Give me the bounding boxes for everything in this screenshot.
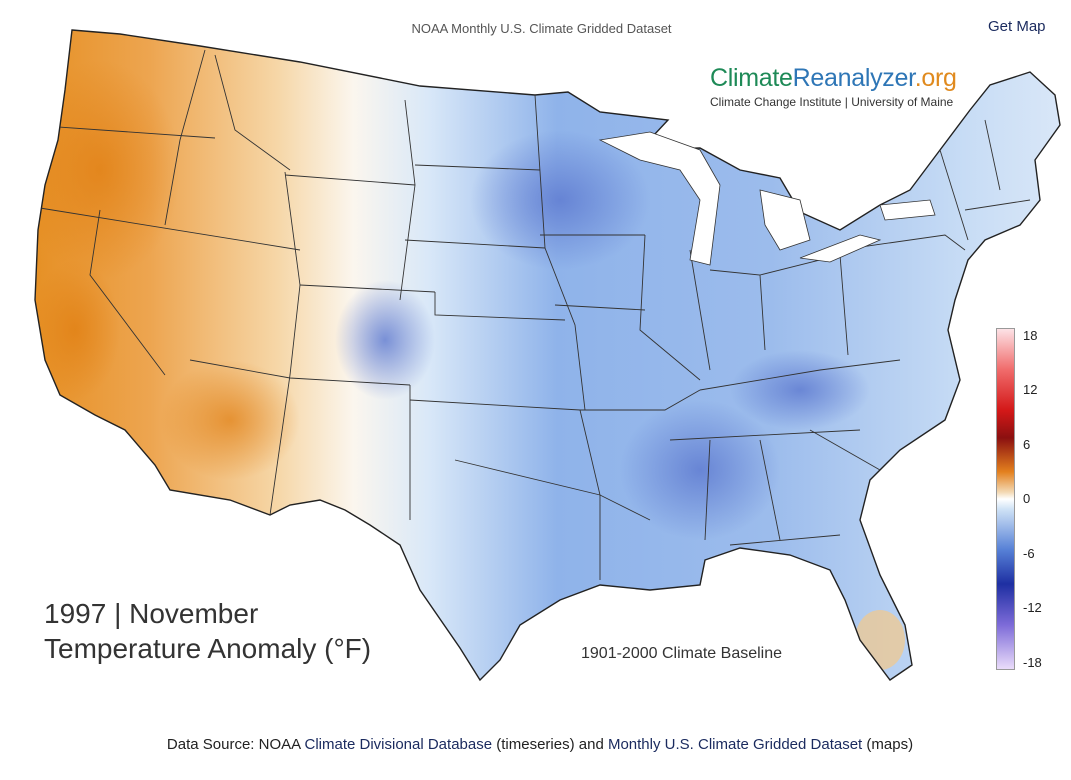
lake-ontario [879, 199, 936, 221]
border-ut-az [269, 284, 301, 516]
border-ms-al [704, 439, 711, 541]
border-tn-south [669, 429, 861, 441]
period-label: 1997 | November [44, 598, 259, 629]
climate-divisional-database-link[interactable]: Climate Divisional Database [304, 736, 493, 753]
cold-spot-tennessee [730, 350, 870, 430]
warm-spot-arizona [160, 360, 300, 480]
state-borders [35, 49, 1031, 580]
source-suffix: (maps) [862, 736, 914, 753]
colorbar-tick-18: 18 [1023, 328, 1038, 343]
cold-spot-colorado [335, 280, 435, 400]
border-sc-nc [809, 429, 881, 471]
cold-spot-deep-south [620, 400, 780, 540]
source-prefix: Data Source: NOAA [166, 736, 305, 753]
border-id-mt [214, 54, 291, 171]
get-map-link[interactable]: Get Map [988, 18, 1046, 35]
border-or-ca-nv-ut [39, 207, 301, 251]
border-ar-la-tx [579, 409, 601, 580]
border-ma-ct [964, 199, 1031, 211]
border-vt-nh [984, 119, 1001, 191]
us-outline [34, 29, 1061, 682]
colorbar-tick-12: 12 [1023, 382, 1038, 397]
border-ca-nv [89, 209, 166, 376]
colorbar-tick-6: 6 [1023, 437, 1031, 452]
lake-huron [759, 189, 811, 251]
source-middle: (timeseries) and [492, 736, 608, 753]
border-az-co-nm [189, 359, 411, 386]
border-new-england [939, 149, 969, 241]
border-ny-pa [839, 234, 966, 251]
logo-part-reanalyzer: Reanalyzer [792, 64, 915, 92]
border-wy-west [284, 171, 301, 286]
baseline-label: 1901-2000 Climate Baseline [581, 645, 783, 662]
warm-spot-south-florida [855, 610, 905, 670]
colorbar-tick-0: 0 [1023, 491, 1031, 506]
logo-subtitle: Climate Change Institute | University of… [710, 95, 954, 109]
map-title: NOAA Monthly U.S. Climate Gridded Datase… [411, 21, 672, 36]
border-dakotas-west [399, 99, 416, 301]
colorbar-tick-minus-6: -6 [1023, 546, 1035, 561]
gridded-dataset-link[interactable]: Monthly U.S. Climate Gridded Dataset [607, 736, 863, 753]
border-sd-ne [404, 239, 546, 249]
border-ky-tn [699, 359, 901, 391]
warm-spot-california [35, 260, 120, 400]
border-ne-ks [434, 292, 566, 321]
border-al-ga [759, 439, 781, 541]
logo-part-org: .org [914, 64, 957, 92]
border-nd-sd [414, 164, 541, 171]
lake-michigan [598, 131, 721, 266]
border-il-west [639, 234, 701, 381]
border-il-in [689, 249, 711, 371]
colorbar-tick-minus-18: -18 [1023, 655, 1042, 670]
colorbar-tick-minus-12: -12 [1023, 600, 1042, 615]
border-id-west [164, 49, 206, 226]
climate-reanalyzer-logo: ClimateReanalyzer.org Climate Change Ins… [710, 64, 957, 109]
border-wa-or [35, 124, 216, 139]
logo-wordmark: ClimateReanalyzer.org [710, 64, 957, 92]
border-fl-north [729, 534, 841, 546]
logo-part-climate: Climate [710, 64, 793, 92]
warm-spot-pacific-northwest [35, 60, 180, 280]
us-temperature-anomaly-map [34, 29, 1061, 682]
border-wy-co [299, 284, 436, 293]
lake-erie [799, 234, 882, 263]
anomaly-colorbar [996, 328, 1015, 670]
border-ok-north [409, 389, 701, 411]
border-mn-ia-mo-west [534, 94, 586, 411]
variable-label: Temperature Anomaly (°F) [44, 633, 372, 664]
great-lakes [598, 131, 936, 266]
border-ia-mo [554, 304, 646, 311]
data-source-line: Data Source: NOAA Climate Divisional Dat… [0, 736, 1071, 753]
border-mt-wy [284, 174, 416, 186]
